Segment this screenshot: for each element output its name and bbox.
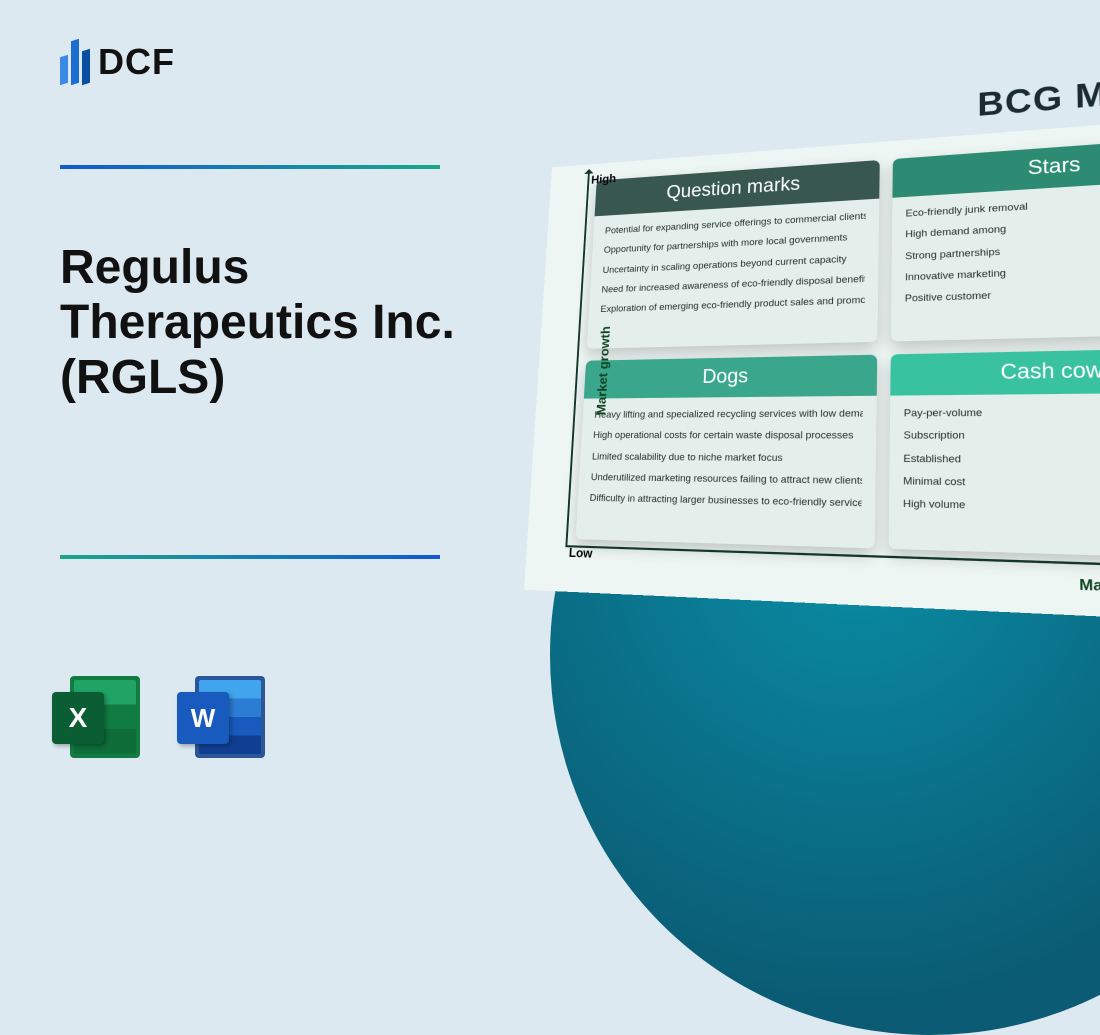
brand-name: DCF bbox=[98, 41, 175, 83]
list-item: Exploration of emerging eco-friendly pro… bbox=[600, 293, 865, 317]
y-axis-high: High bbox=[591, 172, 617, 187]
list-item: Minimal cost bbox=[903, 474, 1100, 495]
list-item: Underutilized marketing resources failin… bbox=[590, 471, 862, 490]
quadrant-title: Dogs bbox=[584, 355, 877, 399]
page-title: Regulus Therapeutics Inc. (RGLS) bbox=[60, 240, 490, 406]
quadrant-dogs: Dogs Heavy lifting and specialized recyc… bbox=[576, 355, 878, 549]
word-icon[interactable]: W bbox=[173, 670, 268, 765]
quadrant-cash-cows: Cash cows Pay-per-volume Subscription Esta… bbox=[889, 347, 1100, 560]
y-axis-low: Low bbox=[568, 545, 592, 561]
logo-mark bbox=[60, 40, 90, 84]
list-item: High operational costs for certain waste… bbox=[593, 429, 863, 445]
list-item: Established bbox=[903, 451, 1100, 470]
brand-logo: DCF bbox=[60, 40, 175, 84]
list-item: Heavy lifting and specialized recycling … bbox=[594, 407, 863, 423]
list-item: Subscription bbox=[904, 429, 1100, 446]
bcg-matrix: BCG MATRIX Market growth Market share Hi… bbox=[524, 63, 1100, 625]
list-item: Difficulty in attracting larger business… bbox=[589, 491, 862, 512]
list-item: Limited scalability due to niche market … bbox=[592, 450, 863, 467]
quadrant-stars: Stars Eco-friendly junk removalHigh dema… bbox=[891, 135, 1100, 342]
divider-bottom bbox=[60, 555, 440, 559]
x-axis-label: Market share bbox=[1079, 575, 1100, 598]
list-item: Need for increased awareness of eco-frie… bbox=[601, 272, 865, 297]
excel-icon[interactable]: X bbox=[48, 670, 143, 765]
quadrant-question-marks: Question marks Potential for expanding s… bbox=[587, 160, 880, 349]
quadrant-title: Cash cows bbox=[890, 347, 1100, 395]
divider-top bbox=[60, 165, 440, 169]
list-item: High volume bbox=[903, 497, 1100, 520]
list-item: Pay-per-volume bbox=[904, 404, 1100, 422]
app-icons: X W bbox=[48, 670, 268, 765]
